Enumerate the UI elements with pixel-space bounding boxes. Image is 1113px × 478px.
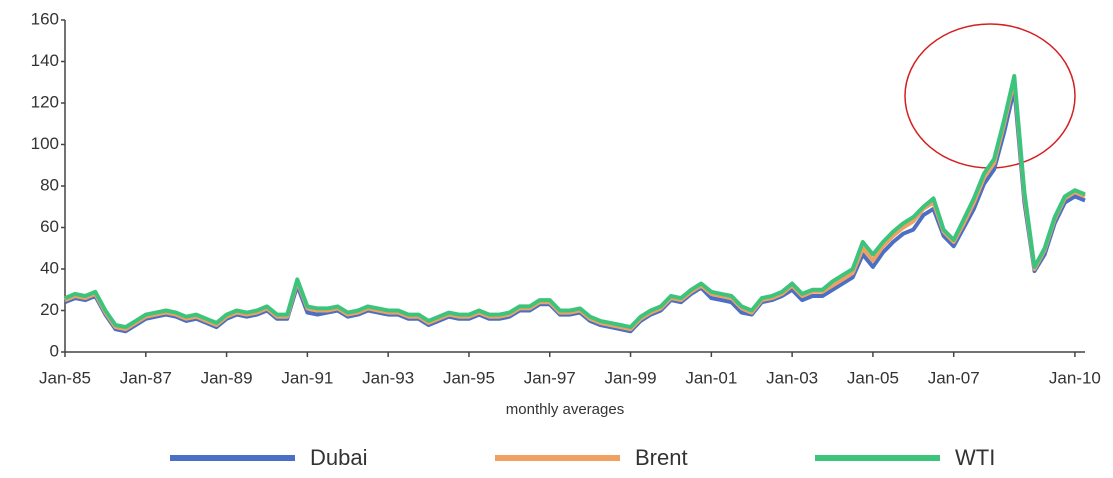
x-tick-label: Jan-89 bbox=[201, 368, 253, 387]
y-tick-label: 40 bbox=[40, 258, 59, 277]
x-tick-label: Jan-95 bbox=[443, 368, 495, 387]
x-tick-label: Jan-91 bbox=[281, 368, 333, 387]
y-tick-label: 160 bbox=[31, 9, 59, 28]
y-tick-label: 80 bbox=[40, 175, 59, 194]
series-line bbox=[64, 74, 1086, 330]
y-tick-label: 20 bbox=[40, 300, 59, 319]
legend-label: WTI bbox=[955, 445, 995, 470]
highlight-circle bbox=[904, 23, 1076, 169]
y-tick-label: 120 bbox=[31, 92, 59, 111]
y-tick-label: 140 bbox=[31, 51, 59, 70]
x-tick-label: Jan-10 bbox=[1049, 368, 1101, 387]
legend-label: Brent bbox=[635, 445, 688, 470]
x-tick-label: Jan-93 bbox=[362, 368, 414, 387]
series-line bbox=[64, 78, 1086, 332]
x-tick-label: Jan-05 bbox=[847, 368, 899, 387]
x-tick-label: Jan-07 bbox=[928, 368, 980, 387]
y-tick-label: 60 bbox=[40, 217, 59, 236]
x-tick-label: Jan-99 bbox=[605, 368, 657, 387]
y-tick-label: 0 bbox=[50, 341, 59, 360]
x-tick-label: Jan-97 bbox=[524, 368, 576, 387]
x-tick-label: Jan-01 bbox=[685, 368, 737, 387]
x-axis-label: monthly averages bbox=[506, 401, 624, 418]
legend-label: Dubai bbox=[310, 445, 367, 470]
y-tick-label: 100 bbox=[31, 134, 59, 153]
series-line bbox=[64, 86, 1086, 334]
x-tick-label: Jan-87 bbox=[120, 368, 172, 387]
x-tick-label: Jan-03 bbox=[766, 368, 818, 387]
x-tick-label: Jan-85 bbox=[39, 368, 91, 387]
